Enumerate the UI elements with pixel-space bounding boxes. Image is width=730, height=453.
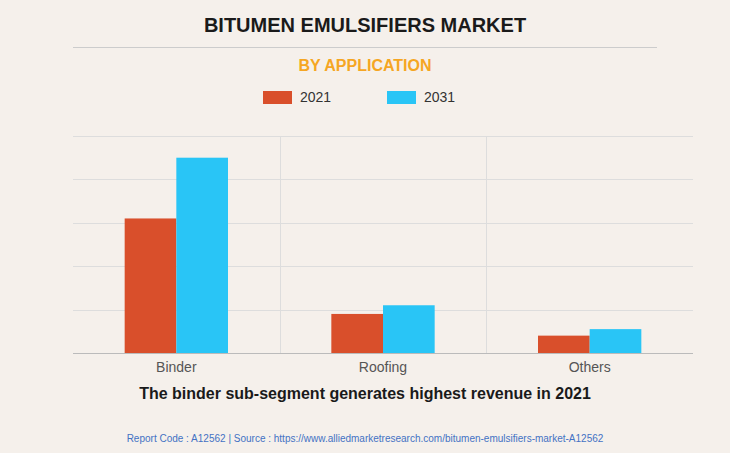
plot-area bbox=[73, 136, 693, 354]
legend-label: 2031 bbox=[424, 89, 455, 105]
background bbox=[0, 0, 730, 453]
group-separator bbox=[486, 136, 487, 353]
footer: Report Code : A12562 | Source : https://… bbox=[127, 433, 604, 444]
subtitle: BY APPLICATION bbox=[298, 57, 431, 74]
legend-swatch bbox=[263, 91, 292, 104]
chart: BITUMEN EMULSIFIERS MARKET BY APPLICATION… bbox=[0, 0, 730, 453]
bar bbox=[538, 336, 590, 353]
bar bbox=[331, 314, 383, 353]
grid-line bbox=[73, 353, 693, 354]
grid-line bbox=[73, 179, 693, 180]
group-separator bbox=[280, 136, 281, 353]
baseline bbox=[73, 353, 693, 354]
legend-swatch bbox=[387, 91, 416, 104]
legend-label: 2021 bbox=[300, 89, 331, 105]
x-tick-label: Others bbox=[569, 359, 611, 375]
title-separator bbox=[73, 47, 657, 48]
bar bbox=[383, 305, 435, 353]
bar bbox=[125, 218, 177, 353]
legend: 2021 2031 bbox=[263, 89, 455, 105]
grid-line bbox=[73, 136, 693, 137]
bottom-note: The binder sub-segment generates highest… bbox=[139, 385, 591, 402]
title: BITUMEN EMULSIFIERS MARKET bbox=[204, 14, 526, 36]
bar bbox=[590, 329, 642, 353]
bars bbox=[125, 158, 642, 353]
bar bbox=[176, 158, 228, 353]
x-tick-label: Binder bbox=[156, 359, 197, 375]
x-tick-label: Roofing bbox=[359, 359, 407, 375]
